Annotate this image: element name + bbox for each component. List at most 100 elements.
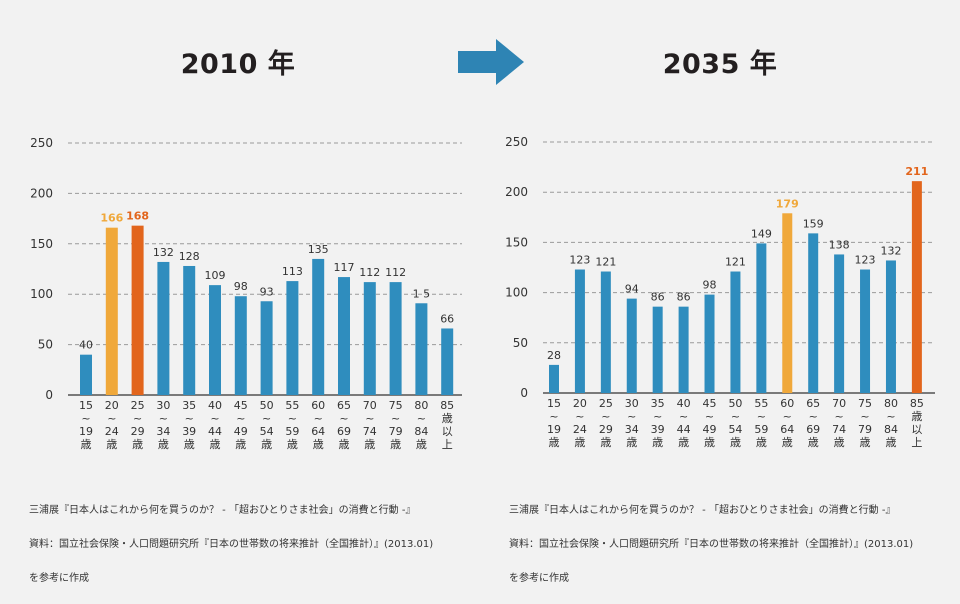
data-label: 123 [569, 254, 590, 267]
y-tick-label: 200 [30, 186, 53, 200]
x-tick-label: 55 ~59 歳 [285, 399, 299, 451]
bar [756, 243, 767, 393]
data-label: 98 [703, 279, 717, 292]
x-tick-label: 40 ~44 歳 [208, 399, 222, 451]
bar-chart-2035: 0 50 100 150 200 250 28 15 ~19 歳 123 20 ~24 歳 121 25 ~29… [505, 135, 935, 449]
x-tick-label: 65 ~69 歳 [337, 399, 351, 451]
y-tick-label: 50 [513, 336, 528, 350]
bar [260, 301, 273, 395]
x-tick-label: 85 歳以上 [440, 399, 454, 451]
chart-title: 2035 年 [662, 49, 778, 80]
data-label: 1 5 [413, 287, 431, 300]
y-tick-label: 0 [45, 388, 53, 402]
bar [678, 306, 689, 393]
y-tick-label: 150 [505, 235, 528, 249]
x-tick-label: 60 ~64 歳 [311, 399, 325, 451]
source-line-1: 三浦展『日本人はこれから何を買うのか？ - 「超おひとりさま社会」の消費と行動 … [509, 505, 896, 516]
data-label: 211 [905, 165, 928, 178]
bar [209, 285, 221, 395]
x-tick-label: 20 ~24 歳 [573, 397, 587, 449]
y-tick-label: 150 [30, 237, 53, 251]
bar [652, 306, 663, 393]
bar [338, 277, 350, 395]
bar [860, 269, 871, 393]
bar [234, 296, 247, 395]
data-label: 159 [803, 217, 824, 230]
x-tick-label: 55 ~59 歳 [754, 397, 768, 449]
x-tick-label: 30 ~34 歳 [625, 397, 639, 449]
data-label: 112 [385, 266, 406, 279]
data-label: 128 [179, 250, 200, 263]
data-label: 121 [595, 256, 616, 269]
y-tick-label: 100 [505, 286, 528, 300]
source-line-1: 三浦展『日本人はこれから何を買うのか？ - 「超おひとりさま社会」の消費と行動 … [29, 505, 416, 516]
source-note: 三浦展『日本人はこれから何を買うのか？ - 「超おひとりさま社会」の消費と行動 … [509, 485, 913, 604]
bar [730, 271, 741, 393]
x-tick-label: 40 ~44 歳 [677, 397, 691, 449]
data-label: 98 [234, 280, 248, 293]
bar [363, 282, 376, 395]
bar [704, 294, 715, 393]
x-tick-label: 70 ~74 歳 [832, 397, 846, 449]
data-label: 112 [359, 266, 380, 279]
x-tick-label: 75 ~79 歳 [389, 399, 403, 451]
y-tick-label: 50 [38, 338, 53, 352]
x-tick-label: 80 ~84 歳 [414, 399, 428, 451]
bar [389, 282, 402, 395]
data-label: 179 [776, 197, 799, 210]
data-label: 166 [100, 212, 123, 225]
source-note: 三浦展『日本人はこれから何を買うのか？ - 「超おひとりさま社会」の消費と行動 … [29, 485, 433, 604]
bar [885, 260, 896, 393]
bar [834, 254, 845, 393]
x-tick-label: 75 ~79 歳 [858, 397, 872, 449]
bar [415, 303, 428, 395]
right-arrow-icon [458, 39, 524, 85]
bar [157, 261, 170, 395]
x-tick-label: 35 ~39 歳 [651, 397, 665, 449]
data-label: 138 [829, 238, 850, 251]
bar [626, 298, 637, 393]
data-label: 135 [308, 243, 329, 256]
data-label: 109 [205, 269, 226, 282]
y-tick-label: 250 [30, 136, 53, 150]
bar [808, 233, 819, 393]
x-tick-label: 30 ~34 歳 [156, 399, 170, 451]
x-tick-label: 15 ~19 歳 [79, 399, 93, 451]
data-label: 40 [79, 339, 93, 352]
bar [911, 181, 922, 393]
data-label: 132 [880, 244, 901, 257]
bar [131, 225, 144, 395]
source-line-3: を参考に作成 [509, 573, 569, 584]
x-tick-label: 25 ~29 歳 [599, 397, 613, 449]
bar [286, 281, 299, 395]
x-tick-label: 15 ~19 歳 [547, 397, 561, 449]
x-tick-label: 50 ~54 歳 [260, 399, 274, 451]
x-tick-label: 20 ~24 歳 [105, 399, 119, 451]
chart-title: 2010 年 [180, 49, 296, 80]
bar [105, 227, 118, 395]
x-tick-label: 80 ~84 歳 [884, 397, 898, 449]
data-label: 132 [153, 246, 174, 259]
source-line-3: を参考に作成 [29, 573, 89, 584]
y-tick-label: 100 [30, 287, 53, 301]
data-label: 86 [651, 291, 665, 304]
source-line-2: 資料：国立社会保険・人口問題研究所『日本の世帯数の将来推計（全国推計）』(201… [509, 539, 914, 550]
data-label: 121 [725, 256, 746, 269]
chart-panel-2010: 2010 年 0 50 100 150 200 250 40 15 ~19 歳 166 20 ~24 歳 1… [0, 0, 480, 584]
data-label: 93 [260, 285, 274, 298]
data-label: 123 [855, 254, 876, 267]
data-label: 86 [677, 291, 691, 304]
source-line-2: 資料：国立社会保険・人口問題研究所『日本の世帯数の将来推計（全国推計）』(201… [29, 539, 434, 550]
bar [183, 265, 196, 395]
data-label: 113 [282, 265, 303, 278]
bar [312, 258, 325, 395]
x-tick-label: 25 ~29 歳 [131, 399, 145, 451]
x-tick-label: 70 ~74 歳 [363, 399, 377, 451]
x-tick-label: 45 ~49 歳 [234, 399, 248, 451]
x-tick-label: 50 ~54 歳 [728, 397, 742, 449]
data-label: 94 [625, 283, 639, 296]
x-tick-label: 85 歳以上 [910, 397, 924, 449]
y-tick-label: 250 [505, 135, 528, 149]
data-label: 28 [547, 349, 561, 362]
y-tick-label: 0 [520, 386, 528, 400]
